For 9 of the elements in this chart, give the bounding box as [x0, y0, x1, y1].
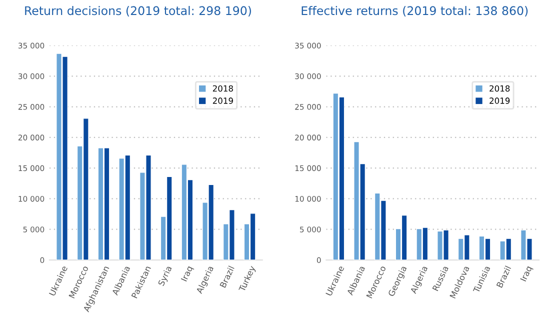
legend-label: 2019	[212, 98, 233, 104]
legend-label: 2019	[490, 98, 510, 104]
chart-title: Return decisions (2019 total: 298 190)	[25, 6, 251, 16]
x-tick-label: Syria	[158, 266, 174, 287]
x-tick-label: Iraq	[520, 266, 534, 282]
x-tick-label: Iraq	[180, 266, 194, 282]
legend-label: 2018	[490, 85, 510, 92]
legend-label: 2018	[212, 85, 233, 92]
chart-title: Effective returns (2019 total: 138 860)	[302, 6, 528, 16]
